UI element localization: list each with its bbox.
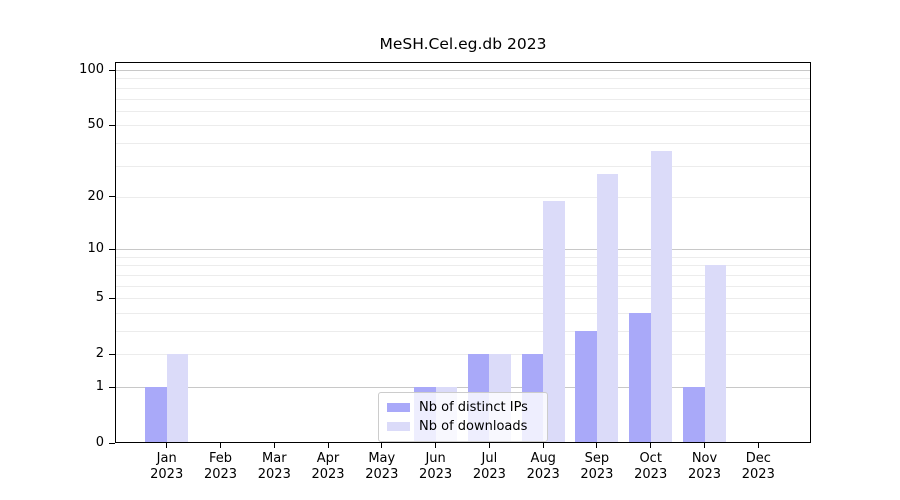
gridline-y-50 [116, 125, 810, 127]
x-tick-mark-aug [542, 443, 544, 448]
x-tick-mark-may [381, 443, 383, 448]
legend-entry-distinct-ips: Nb of distinct IPs [387, 398, 539, 417]
y-tick-mark-20 [109, 196, 115, 198]
x-tick-mark-jun [435, 443, 437, 448]
y-tick-mark-100 [109, 69, 115, 71]
x-tick-label-feb: Feb 2023 [203, 451, 238, 482]
x-tick-label-dec: Dec 2023 [741, 451, 775, 482]
gridline-y-7 [116, 274, 810, 276]
gridline-y-6 [116, 285, 810, 287]
y-tick-label-50: 50 [87, 117, 104, 133]
legend: Nb of distinct IPs Nb of downloads [378, 392, 548, 442]
gridline-y-40 [116, 142, 810, 144]
bar-distinct-ips-jan [145, 387, 167, 443]
plot-area [115, 62, 811, 443]
x-tick-label-oct: Oct 2023 [634, 451, 668, 482]
x-tick-mark-dec [757, 443, 759, 448]
x-tick-label-apr: Apr 2023 [311, 451, 345, 482]
y-tick-label-5: 5 [95, 290, 104, 306]
y-tick-label-1: 1 [95, 379, 104, 394]
legend-swatch-distinct-ips [387, 403, 410, 412]
y-tick-mark-5 [109, 297, 115, 299]
x-tick-mark-sep [596, 443, 598, 448]
gridline-y-10 [116, 249, 810, 251]
x-tick-mark-oct [650, 443, 652, 448]
legend-label-downloads: Nb of downloads [419, 419, 528, 434]
y-tick-label-0: 0 [95, 435, 104, 450]
gridline-y-5 [116, 298, 810, 300]
gridline-y-100 [116, 70, 810, 71]
gridline-y-60 [116, 110, 810, 112]
x-tick-label-aug: Aug 2023 [526, 451, 560, 482]
gridline-y-8 [116, 265, 810, 267]
gridline-y-4 [116, 312, 810, 314]
y-tick-mark-50 [109, 124, 115, 126]
bar-downloads-oct [650, 151, 673, 443]
y-tick-mark-0 [109, 442, 115, 444]
y-tick-mark-10 [109, 248, 115, 250]
x-tick-mark-mar [273, 443, 275, 448]
x-tick-label-sep: Sep 2023 [580, 451, 614, 482]
y-tick-label-20: 20 [87, 188, 104, 204]
legend-swatch-downloads [387, 422, 410, 431]
x-tick-mark-feb [220, 443, 221, 448]
gridline-y-9 [116, 256, 810, 258]
y-tick-mark-1 [109, 386, 115, 388]
bar-downloads-jan [166, 354, 189, 443]
x-tick-label-may: May 2023 [365, 451, 399, 482]
gridline-y-70 [116, 98, 810, 100]
gridline-y-3 [116, 331, 810, 332]
gridline-y-1 [116, 387, 810, 388]
chart-title: MeSH.Cel.eg.db 2023 [379, 35, 547, 53]
gridline-y-30 [116, 165, 810, 167]
bar-distinct-ips-sep [575, 331, 597, 443]
x-tick-mark-jan [166, 443, 168, 448]
x-tick-label-jul: Jul 2023 [472, 451, 506, 482]
gridline-y-20 [116, 196, 810, 198]
x-tick-mark-apr [327, 443, 329, 448]
bar-distinct-ips-oct [629, 312, 651, 443]
gridline-y-80 [116, 87, 810, 89]
y-tick-label-100: 100 [79, 62, 104, 77]
legend-label-distinct-ips: Nb of distinct IPs [419, 400, 528, 415]
bar-distinct-ips-nov [683, 387, 705, 443]
x-tick-label-nov: Nov 2023 [687, 451, 722, 482]
y-tick-mark-2 [109, 353, 115, 355]
y-tick-label-10: 10 [87, 241, 104, 257]
y-tick-label-2: 2 [95, 346, 104, 362]
x-tick-mark-jul [488, 443, 490, 448]
x-tick-label-jun: Jun 2023 [419, 451, 453, 482]
legend-entry-downloads: Nb of downloads [387, 417, 539, 436]
bar-downloads-aug [543, 200, 565, 443]
x-tick-label-mar: Mar 2023 [257, 451, 291, 482]
bar-downloads-nov [704, 265, 726, 443]
x-tick-label-jan: Jan 2023 [150, 451, 184, 482]
gridline-y-2 [116, 354, 810, 356]
bar-downloads-sep [596, 173, 619, 443]
gridline-y-90 [116, 78, 810, 80]
x-tick-mark-nov [704, 443, 705, 448]
